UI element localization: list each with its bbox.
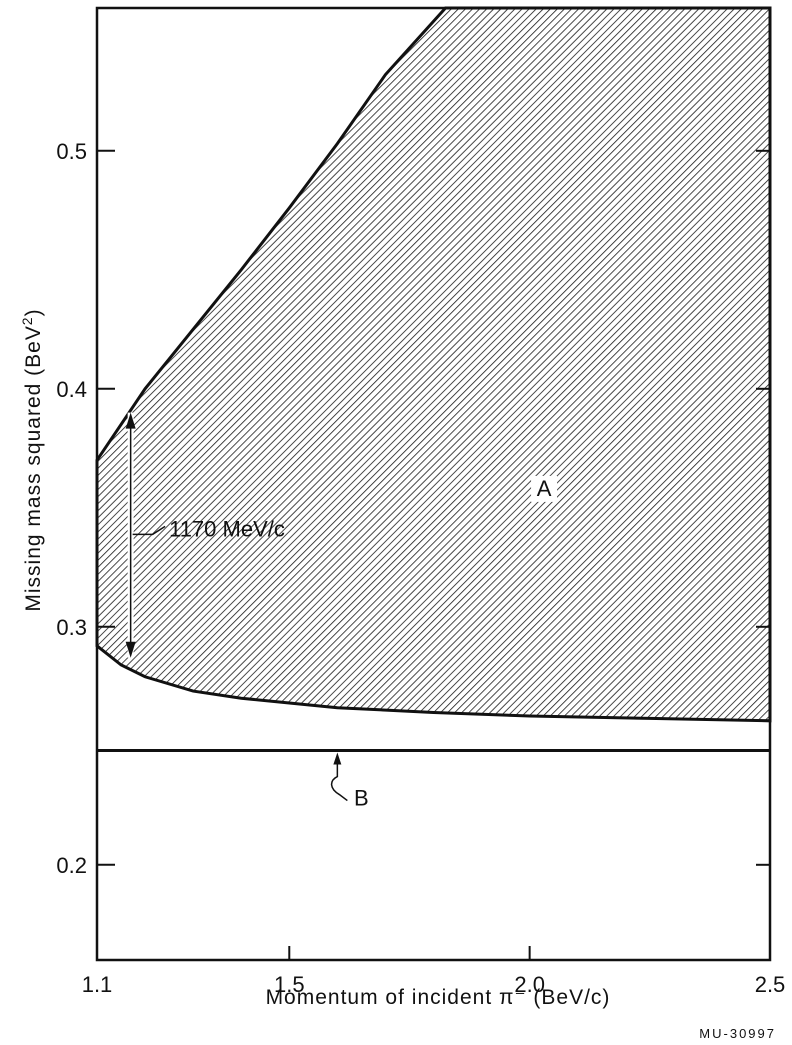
y-tick-label: 0.3	[56, 615, 87, 640]
arrowhead-up-icon	[333, 752, 342, 765]
y-tick-label: 0.5	[56, 139, 87, 164]
annotation-leader	[132, 525, 166, 536]
plot-frame	[95, 6, 772, 962]
region-a-label-box	[531, 475, 558, 502]
y-axis-ticks: 0.2 0.3 0.4 0.5	[56, 139, 770, 878]
y-tick-label: 0.4	[56, 377, 87, 402]
x-axis-label: Momentum of incident π⁻ (BeV/c)	[266, 986, 611, 1009]
arrowhead-down-icon	[125, 641, 136, 658]
momentum-annotation: 1170 MeV/c	[125, 412, 285, 658]
region-a	[95, 6, 772, 723]
line-b-pointer	[330, 756, 348, 802]
x-tick-label: 2.0	[514, 972, 545, 997]
x-axis-ticks: 1.1 1.5 2.0 2.5	[82, 946, 786, 997]
x-tick-label: 1.1	[82, 972, 113, 997]
x-tick-label: 1.5	[274, 972, 305, 997]
y-tick-label: 0.2	[56, 853, 87, 878]
y-axis-label: Missing mass squared (BeV2)	[19, 308, 45, 611]
x-tick-label: 2.5	[755, 972, 786, 997]
annotation-label: 1170 MeV/c	[169, 516, 285, 541]
figure-id: MU-30997	[699, 1026, 776, 1041]
line-b-label: B	[354, 785, 369, 810]
arrowhead-up-icon	[125, 412, 136, 429]
region-a-label: A	[537, 476, 552, 501]
